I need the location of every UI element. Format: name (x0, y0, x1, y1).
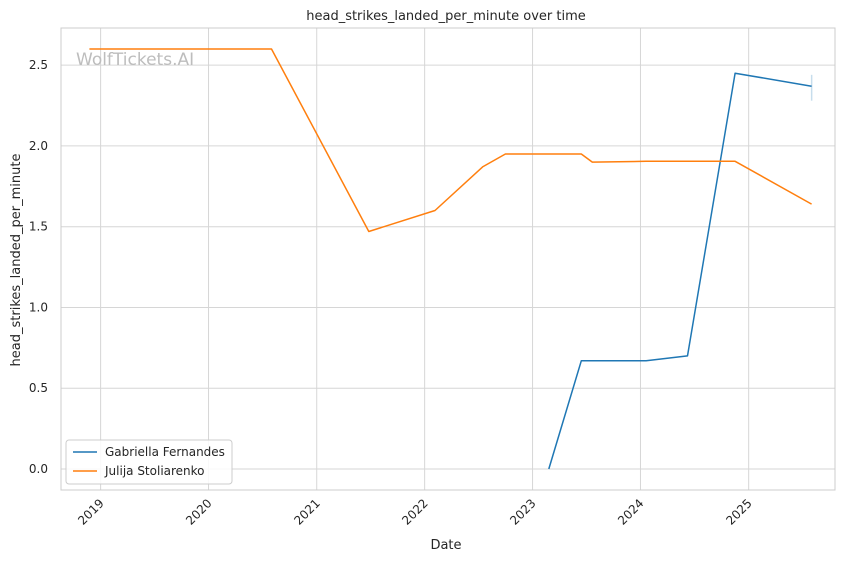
legend-label-julija-stoliarenko: Julija Stoliarenko (104, 464, 205, 478)
y-tick-label: 0.5 (29, 381, 48, 395)
series-line-gabriella-fernandes (548, 72, 812, 470)
chart-title: head_strikes_landed_per_minute over time (306, 9, 586, 24)
y-tick-label: 2.5 (29, 58, 48, 72)
y-tick-label: 0.0 (29, 462, 48, 476)
legend-label-gabriella-fernandes: Gabriella Fernandes (105, 445, 225, 459)
y-tick-label: 2.0 (29, 139, 48, 153)
x-axis-label: Date (430, 538, 461, 553)
legend: Gabriella Fernandes Julija Stoliarenko (65, 439, 233, 485)
y-tick-label: 1.5 (29, 220, 48, 234)
plot-area-frame (60, 27, 836, 491)
legend-box (65, 439, 233, 485)
series-layer (89, 48, 813, 470)
y-axis-label: head_strikes_landed_per_minute (9, 154, 24, 367)
y-axis-ticks: 0.0 0.5 1.0 1.5 2.0 2.5 (29, 58, 48, 476)
series-line-julija-stoliarenko (89, 48, 812, 233)
watermark: WolfTickets.AI (76, 50, 194, 70)
y-tick-label: 1.0 (29, 300, 48, 314)
